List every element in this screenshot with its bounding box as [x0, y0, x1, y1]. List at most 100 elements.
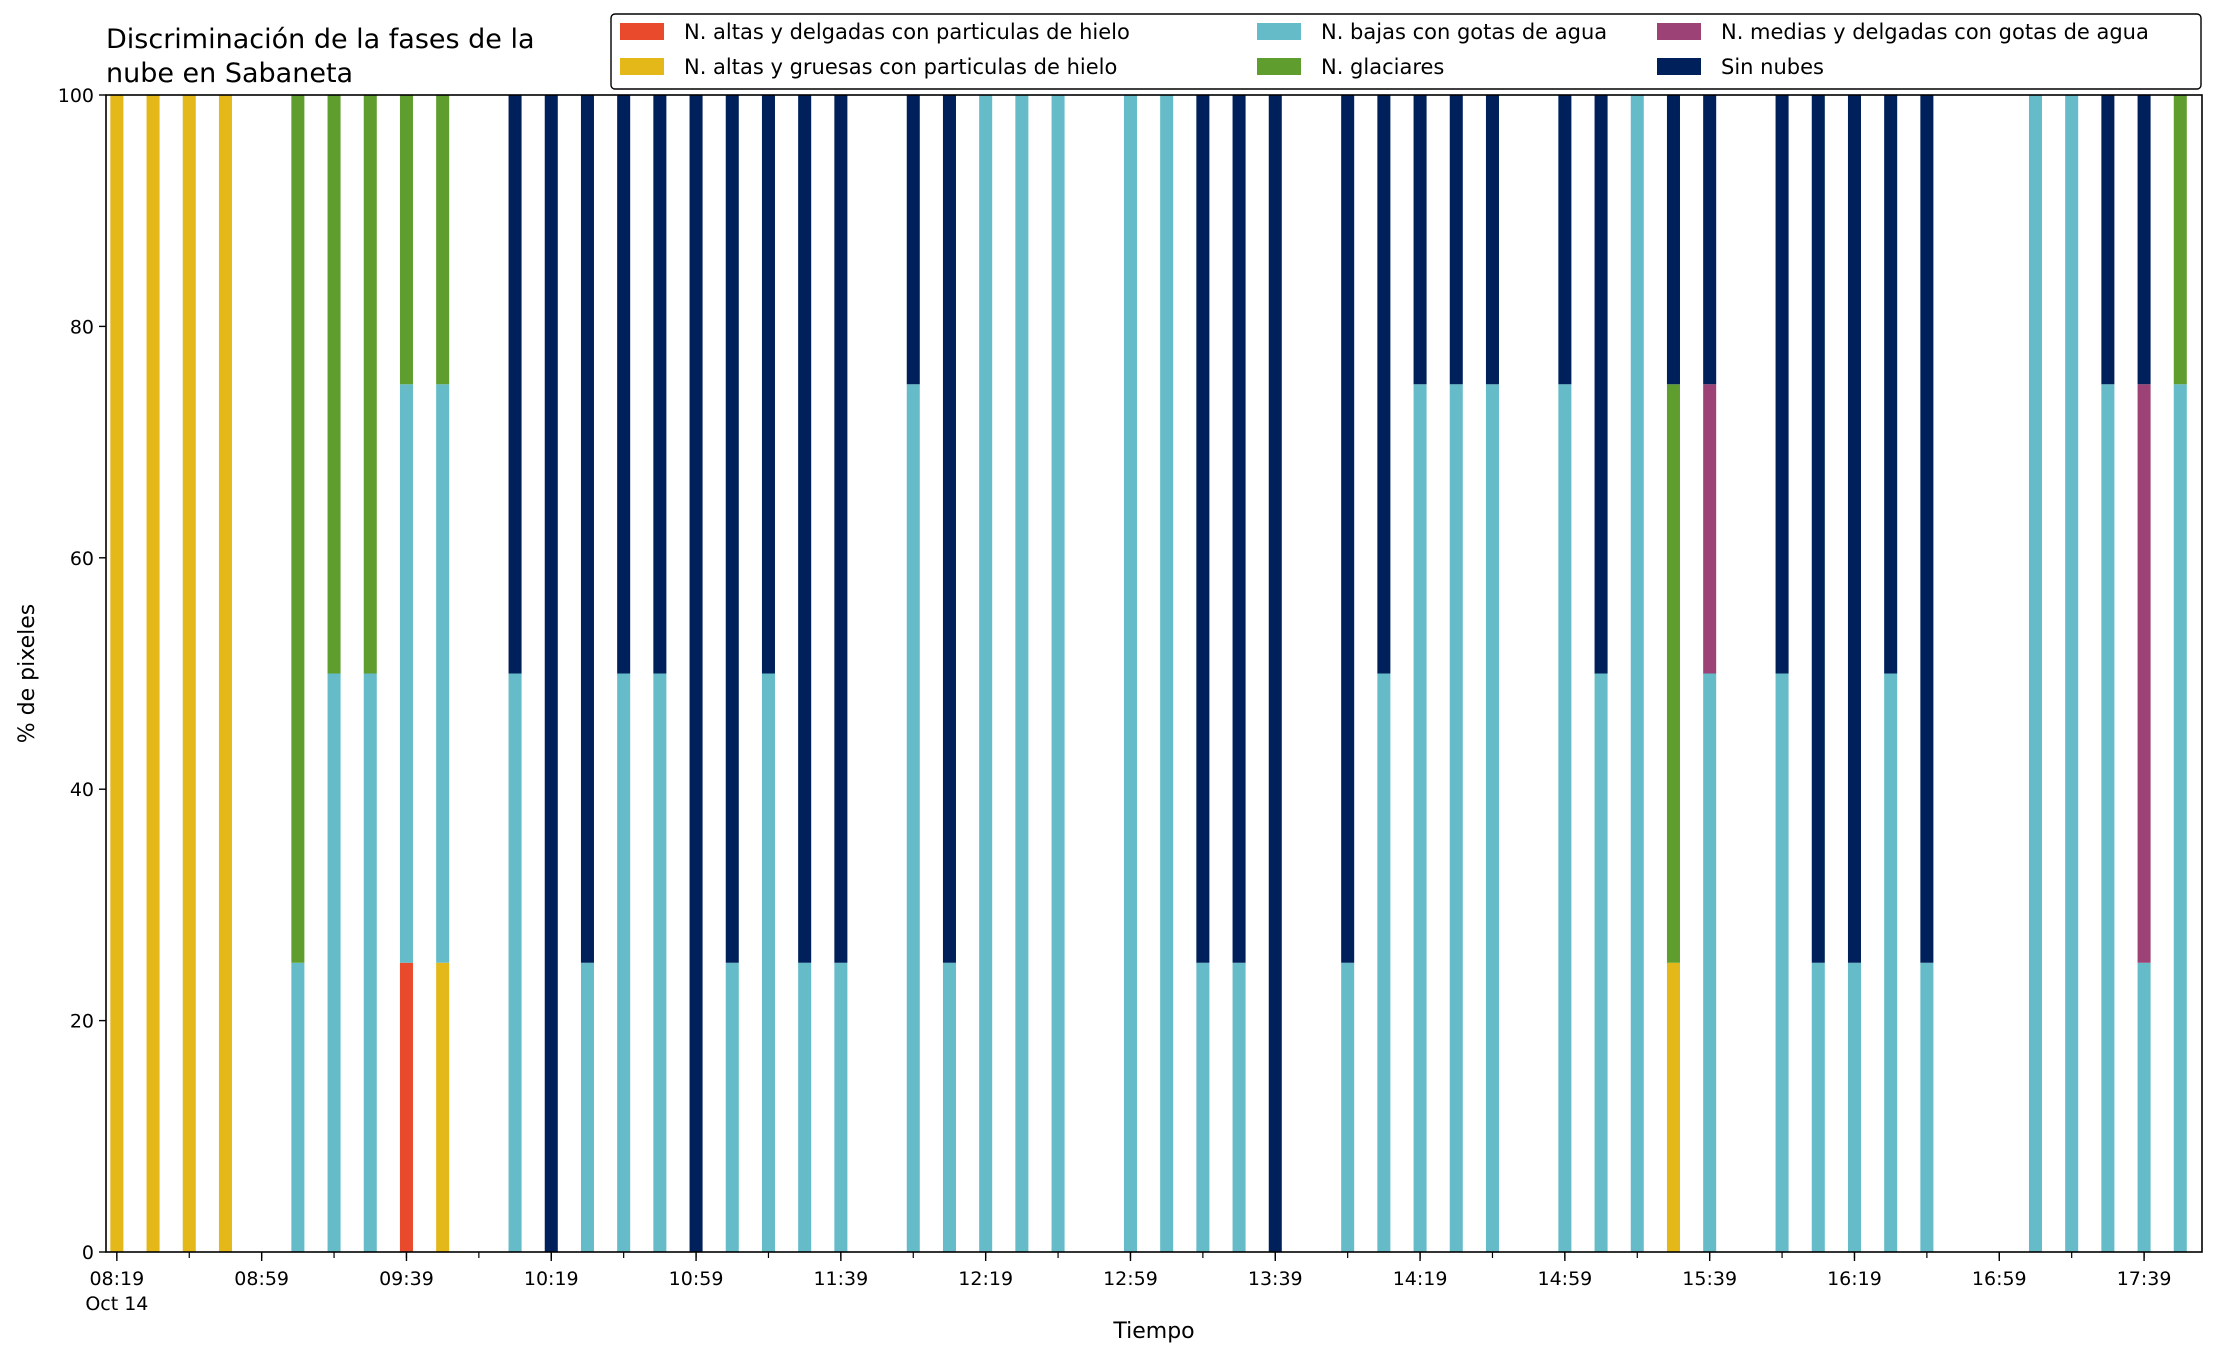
- bar-segment-bajas: [834, 962, 848, 1252]
- bar-segment-altas-gruesas: [218, 95, 232, 1252]
- bar-segment-sin-nubes: [1666, 95, 1680, 385]
- bar-segment-bajas: [2101, 384, 2115, 1252]
- bar-segment-sin-nubes: [580, 95, 594, 963]
- bar-segment-bajas: [1884, 673, 1898, 1252]
- bar-segment-sin-nubes: [689, 95, 703, 1252]
- legend-swatch-glaciares: [1257, 58, 1301, 75]
- bar-segment-bajas: [798, 962, 812, 1252]
- bar-segment-bajas: [363, 673, 377, 1252]
- bar-segment-sin-nubes: [1847, 95, 1861, 963]
- bar-segment-sin-nubes: [1775, 95, 1789, 674]
- bar-segment-bajas: [1377, 673, 1391, 1252]
- legend-swatch-medias-delgadas: [1657, 23, 1701, 40]
- bar-segment-bajas: [979, 95, 993, 1252]
- bar-segment-sin-nubes: [834, 95, 848, 963]
- y-tick-label: 20: [70, 1011, 94, 1033]
- bar-segment-bajas: [2028, 95, 2042, 1252]
- bar-segment-bajas: [906, 384, 920, 1252]
- x-tick-label: 14:59: [1537, 1268, 1592, 1290]
- bar-segment-bajas: [617, 673, 631, 1252]
- x-axis-label: Tiempo: [1112, 1319, 1194, 1344]
- y-tick-label: 40: [70, 779, 94, 801]
- legend-label-altas-delgadas: N. altas y delgadas con particulas de hi…: [684, 20, 1130, 44]
- bar-segment-bajas: [1847, 962, 1861, 1252]
- bar-segment-bajas: [1558, 384, 1572, 1252]
- bar-segment-bajas: [1160, 95, 1174, 1252]
- bar-segment-bajas: [399, 384, 413, 963]
- bar-segment-sin-nubes: [942, 95, 956, 963]
- x-tick-label: 12:19: [958, 1268, 1013, 1290]
- bar-segment-sin-nubes: [544, 95, 558, 1252]
- bar-segment-bajas: [2137, 962, 2151, 1252]
- plot-frame: [105, 94, 2203, 1253]
- bar-segment-glaciares: [1666, 384, 1680, 963]
- x-tick-label: 10:19: [524, 1268, 579, 1290]
- bar-segment-bajas: [725, 962, 739, 1252]
- x-tick-label: 10:59: [669, 1268, 724, 1290]
- legend-swatch-altas-delgadas: [620, 23, 664, 40]
- bar-segment-sin-nubes: [1449, 95, 1463, 385]
- bar-segment-sin-nubes: [1232, 95, 1246, 963]
- bar-segment-bajas: [436, 384, 450, 963]
- bar-segment-bajas: [291, 962, 305, 1252]
- x-tick-label: 15:39: [1682, 1268, 1737, 1290]
- bar-segment-bajas: [508, 673, 522, 1252]
- bar-segment-glaciares: [2173, 95, 2187, 385]
- bar-segment-sin-nubes: [508, 95, 522, 674]
- x-tick-label: 14:19: [1393, 1268, 1448, 1290]
- bar-segment-glaciares: [291, 95, 305, 963]
- bar-segment-altas-gruesas: [1666, 962, 1680, 1252]
- bars-layer: [110, 95, 2187, 1252]
- y-axis: 0 20 40 60 80 100: [58, 85, 106, 1264]
- y-tick-label: 100: [58, 85, 94, 107]
- bar-segment-sin-nubes: [1703, 95, 1717, 385]
- legend-label-bajas: N. bajas con gotas de agua: [1321, 20, 1607, 44]
- bar-segment-sin-nubes: [617, 95, 631, 674]
- bar-segment-bajas: [1015, 95, 1029, 1252]
- legend-swatch-sin-nubes: [1657, 58, 1701, 75]
- bar-segment-sin-nubes: [798, 95, 812, 963]
- x-tick-label: 16:19: [1827, 1268, 1882, 1290]
- bar-segment-bajas: [1775, 673, 1789, 1252]
- bar-segment-sin-nubes: [1594, 95, 1608, 674]
- bar-segment-glaciares: [399, 95, 413, 385]
- bar-segment-bajas: [2173, 384, 2187, 1252]
- legend-swatch-bajas: [1257, 23, 1301, 40]
- x-tick-label: 16:59: [1972, 1268, 2027, 1290]
- x-tick-label: 08:59: [234, 1268, 289, 1290]
- bar-segment-sin-nubes: [906, 95, 920, 385]
- y-tick-label: 80: [70, 316, 94, 338]
- bar-segment-altas-gruesas: [182, 95, 196, 1252]
- bar-segment-glaciares: [327, 95, 341, 674]
- bar-segment-sin-nubes: [1884, 95, 1898, 674]
- bar-segment-bajas: [327, 673, 341, 1252]
- bar-segment-bajas: [1811, 962, 1825, 1252]
- legend-label-glaciares: N. glaciares: [1321, 55, 1444, 79]
- bar-segment-bajas: [1341, 962, 1355, 1252]
- bar-segment-bajas: [1449, 384, 1463, 1252]
- chart-title-line: Discriminación de la fases de la: [106, 24, 535, 55]
- legend-label-altas-gruesas: N. altas y gruesas con particulas de hie…: [684, 55, 1117, 79]
- bar-segment-altas-gruesas: [436, 962, 450, 1252]
- bar-segment-sin-nubes: [2137, 95, 2151, 385]
- x-tick-label: 12:59: [1103, 1268, 1158, 1290]
- bar-segment-bajas: [1123, 95, 1137, 1252]
- x-tick-label: 09:39: [379, 1268, 434, 1290]
- bar-segment-bajas: [1920, 962, 1934, 1252]
- bar-segment-sin-nubes: [1485, 95, 1499, 385]
- bar-segment-bajas: [653, 673, 667, 1252]
- bar-segment-sin-nubes: [1377, 95, 1391, 674]
- bar-segment-medias-delgadas: [2137, 384, 2151, 963]
- bar-segment-sin-nubes: [1811, 95, 1825, 963]
- bar-segment-bajas: [1232, 962, 1246, 1252]
- bar-segment-bajas: [1196, 962, 1210, 1252]
- bar-segment-bajas: [580, 962, 594, 1252]
- bar-segment-bajas: [1051, 95, 1065, 1252]
- bar-segment-bajas: [1485, 384, 1499, 1252]
- bar-segment-altas-delgadas: [399, 962, 413, 1252]
- x-axis: 08:19 08:59 09:39 10:19 10:59 11:39 12:19 12:59…: [85, 1252, 2171, 1315]
- legend-label-medias-delgadas: N. medias y delgadas con gotas de agua: [1721, 20, 2149, 44]
- bar-segment-medias-delgadas: [1703, 384, 1717, 674]
- bar-segment-sin-nubes: [1196, 95, 1210, 963]
